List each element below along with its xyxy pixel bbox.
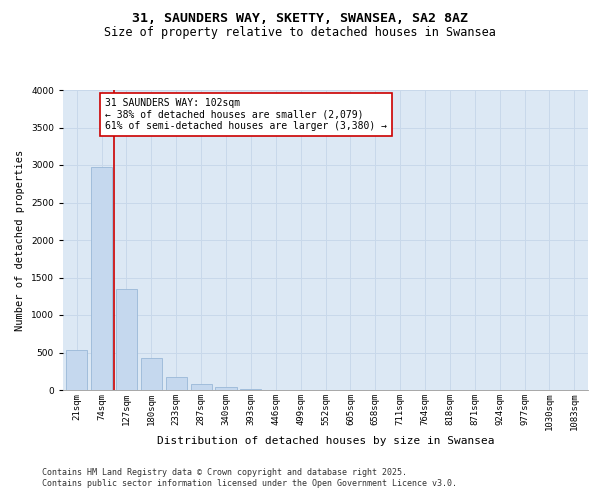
Bar [116,289,137,390]
Bar [91,167,112,390]
Bar [240,389,262,390]
Text: Contains HM Land Registry data © Crown copyright and database right 2025.
Contai: Contains HM Land Registry data © Crown c… [42,468,457,487]
Y-axis label: Number of detached properties: Number of detached properties [16,150,25,330]
Text: Size of property relative to detached houses in Swansea: Size of property relative to detached ho… [104,26,496,39]
Bar [166,376,187,390]
Text: 31, SAUNDERS WAY, SKETTY, SWANSEA, SA2 8AZ: 31, SAUNDERS WAY, SKETTY, SWANSEA, SA2 8… [132,12,468,26]
Bar [191,384,212,390]
Bar [215,387,236,390]
Bar [66,350,87,390]
Text: 31 SAUNDERS WAY: 102sqm
← 38% of detached houses are smaller (2,079)
61% of semi: 31 SAUNDERS WAY: 102sqm ← 38% of detache… [105,98,387,130]
Bar [141,358,162,390]
X-axis label: Distribution of detached houses by size in Swansea: Distribution of detached houses by size … [157,436,494,446]
